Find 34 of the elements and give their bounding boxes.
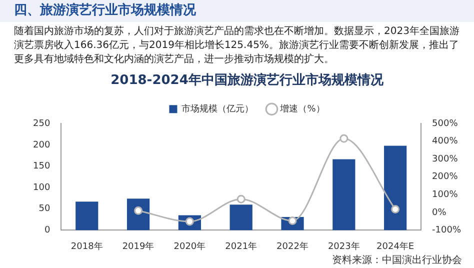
- point: [236, 194, 246, 204]
- x-tick-label: 2018年: [70, 240, 103, 252]
- text: 四、旅游演艺行业市场规模情况: [0, 0, 474, 22]
- y-tick-label: 200: [32, 140, 50, 150]
- y2-tick-label: 200%: [432, 172, 458, 182]
- bar: [76, 202, 98, 230]
- chart-title: 2018-2024年中国旅游演艺行业市场规模情况: [110, 72, 384, 88]
- bar: [384, 146, 407, 230]
- text: 随着国内旅游市场的复苏，人们对于旅游演艺产品的需求也在不断增加。数据显示，2023年全国旅游演艺票房收入166.36亿元，与2019年相比增长125.45%。旅游演艺行业需要不断创新发展，推出了更多具有地域特色和文化内涵的演艺产品，进一步推动市场规模的扩大。: [13, 24, 460, 67]
- y-tick-label: 100: [32, 182, 50, 193]
- y2-tick-label: 0%: [432, 208, 447, 218]
- bar: [126, 198, 150, 230]
- y2-tick-label: 100%: [432, 190, 458, 200]
- y-tick-label: 250: [32, 118, 50, 129]
- y-tick-label: 0: [44, 226, 50, 236]
- y2-tick-label: 300%: [432, 154, 458, 164]
- x-tick-label: 2022年: [276, 240, 308, 252]
- y2-tick-label: 500%: [432, 118, 458, 129]
- y-tick-label: 50: [38, 204, 50, 214]
- legend-label: 市场规模（亿元）: [182, 103, 254, 114]
- text: 资料来源：中国演出行业协会: [332, 255, 462, 267]
- y2-tick-label: 400%: [432, 136, 458, 147]
- point: [340, 134, 348, 143]
- x-tick-label: 2021年: [225, 240, 258, 252]
- y-tick-label: 150: [32, 162, 50, 172]
- legend-label: 增速（%）: [279, 103, 325, 114]
- bar: [332, 159, 356, 230]
- bar: [230, 204, 252, 230]
- x-tick-label: 2024年E: [376, 240, 414, 252]
- x-tick-label: 2019年: [122, 240, 154, 252]
- point: [391, 204, 400, 214]
- y2-tick-label: -100%: [432, 226, 462, 236]
- x-tick-label: 2020年: [174, 240, 206, 252]
- x-tick-label: 2023年: [328, 240, 360, 252]
